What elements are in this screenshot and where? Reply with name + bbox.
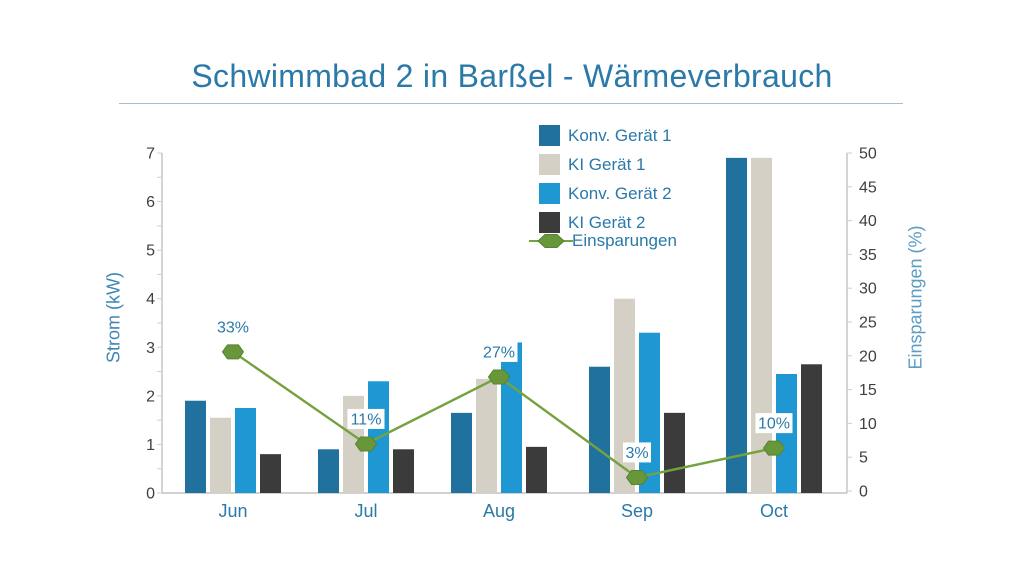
y-right-tick-label: 15 xyxy=(859,382,877,399)
legend-swatch-konv-geraet-1 xyxy=(539,125,560,146)
legend-label: Konv. Gerät 1 xyxy=(568,125,672,145)
y-left-tick-label: 3 xyxy=(146,340,155,357)
bar-jun-series-4 xyxy=(260,454,281,493)
y-right-tick-label: 10 xyxy=(859,416,877,433)
marker-label-box xyxy=(347,408,385,429)
bar-sep-series-4 xyxy=(664,412,685,493)
einsparungen-marker-jun xyxy=(221,344,245,360)
title-underline xyxy=(119,103,903,104)
y-right-tick-label: 5 xyxy=(859,450,868,467)
y-right-tick-label: 50 xyxy=(859,146,877,163)
marker-label-aug: 27% xyxy=(483,344,515,361)
y-right-tick-label: 0 xyxy=(859,484,868,501)
y-right-tick-label: 35 xyxy=(859,247,877,264)
legend-item-ki-geraet-2[interactable]: KI Gerät 2 xyxy=(539,208,677,237)
marker-label-oct: 10% xyxy=(758,416,790,433)
bar-aug-series-1 xyxy=(451,412,472,493)
bar-jul-series-1 xyxy=(318,449,339,493)
bar-sep-series-3 xyxy=(639,332,660,493)
y-right-tick-label: 20 xyxy=(859,348,877,365)
x-tick-label-jul: Jul xyxy=(354,501,377,521)
y-left-tick-label: 2 xyxy=(146,388,155,405)
bar-oct-series-1 xyxy=(726,157,747,493)
legend-label: Konv. Gerät 2 xyxy=(568,183,672,203)
x-tick-label-sep: Sep xyxy=(621,501,653,521)
y-left-tick-label: 0 xyxy=(146,486,155,503)
bar-oct-series-4 xyxy=(801,364,822,493)
bar-oct-series-2 xyxy=(751,157,772,493)
x-tick-label-aug: Aug xyxy=(483,501,515,521)
marker-label-box xyxy=(623,442,651,463)
chart-legend: Konv. Gerät 1 KI Gerät 1 Konv. Gerät 2 K… xyxy=(529,121,677,252)
y-left-tick-label: 4 xyxy=(146,291,155,308)
line-marker-icon xyxy=(529,234,573,248)
y-right-tick-label: 30 xyxy=(859,281,877,298)
marker-label-sep: 3% xyxy=(625,445,648,462)
y-left-tick-label: 1 xyxy=(146,437,155,454)
x-tick-label-jun: Jun xyxy=(218,501,247,521)
marker-label-box xyxy=(480,341,518,362)
y-left-tick-label: 7 xyxy=(146,146,155,163)
bar-jun-series-2 xyxy=(210,417,231,493)
page-title: Schwimmbad 2 in Barßel - Wärmeverbrauch xyxy=(191,58,833,94)
bar-aug-series-4 xyxy=(526,446,547,493)
bar-aug-series-2 xyxy=(476,378,497,493)
einsparungen-marker-jul xyxy=(354,436,378,452)
legend-swatch-ki-geraet-1 xyxy=(539,154,560,175)
marker-label-jul: 11% xyxy=(351,411,382,428)
bar-oct-series-3 xyxy=(776,374,797,493)
bar-jun-series-1 xyxy=(185,400,206,493)
y-left-tick-label: 5 xyxy=(146,243,155,260)
legend-item-einsparungen[interactable]: Einsparungen xyxy=(529,230,677,252)
bar-aug-series-3 xyxy=(501,342,522,493)
legend-item-konv-geraet-1[interactable]: Konv. Gerät 1 xyxy=(539,121,677,150)
einsparungen-marker-aug xyxy=(487,369,511,385)
x-tick-label-oct: Oct xyxy=(760,501,788,521)
y-right-tick-label: 25 xyxy=(859,315,877,332)
einsparungen-marker-sep xyxy=(625,469,649,485)
y-right-tick-label: 45 xyxy=(859,179,877,196)
y-right-tick-label: 40 xyxy=(859,213,877,230)
marker-label-box xyxy=(755,413,793,434)
legend-label: Einsparungen xyxy=(572,231,677,250)
legend-swatch-konv-geraet-2 xyxy=(539,183,560,204)
bar-jul-series-4 xyxy=(393,449,414,493)
legend-swatch-ki-geraet-2 xyxy=(539,212,560,233)
legend-item-konv-geraet-2[interactable]: Konv. Gerät 2 xyxy=(539,179,677,208)
legend-label: KI Gerät 2 xyxy=(568,212,646,232)
marker-label-box xyxy=(214,316,252,337)
marker-label-jun: 33% xyxy=(217,319,249,336)
einsparungen-marker-oct xyxy=(762,440,786,456)
y-left-tick-label: 6 xyxy=(146,194,155,211)
legend-item-ki-geraet-1[interactable]: KI Gerät 1 xyxy=(539,150,677,179)
legend-label: KI Gerät 1 xyxy=(568,154,646,174)
bar-jun-series-3 xyxy=(235,408,256,493)
bar-sep-series-1 xyxy=(589,366,610,493)
